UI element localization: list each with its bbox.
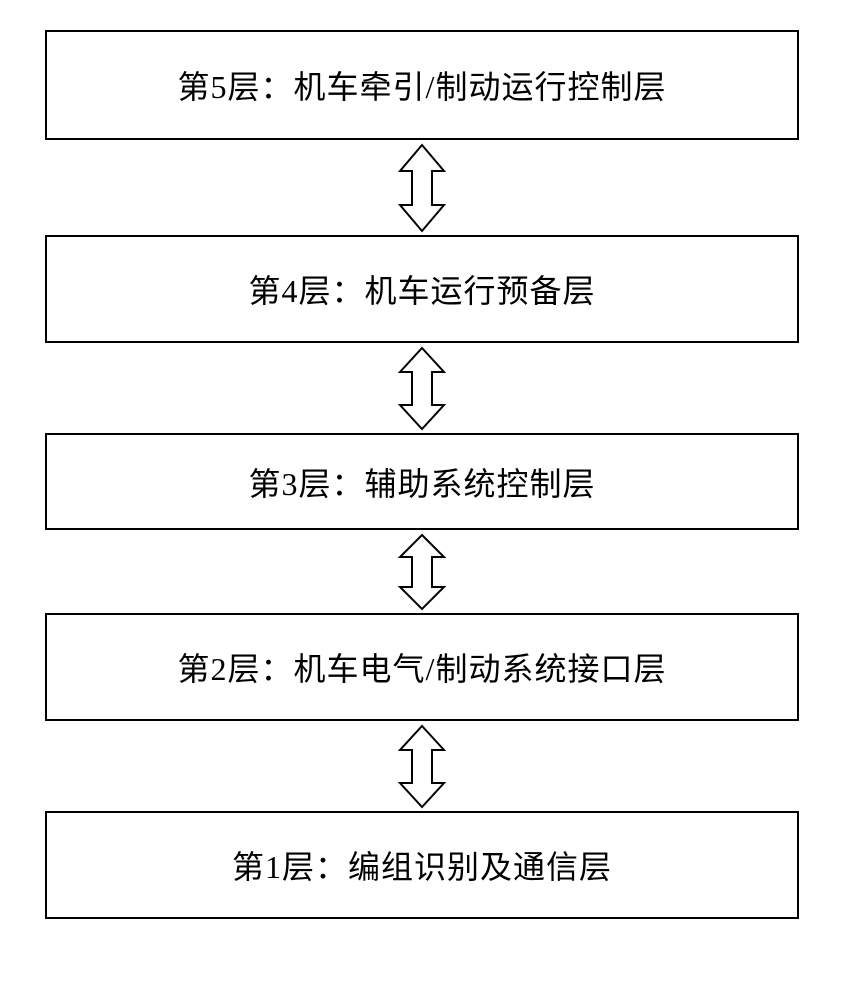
layer-5-text: 第5层：机车牵引/制动运行控制层 [178, 62, 667, 108]
layer-3-text: 第3层：辅助系统控制层 [248, 459, 595, 505]
arrow-container-3 [394, 530, 450, 613]
layer-3-box: 第3层：辅助系统控制层 [45, 433, 799, 530]
double-arrow-icon [394, 143, 450, 233]
layer-5-box: 第5层：机车牵引/制动运行控制层 [45, 30, 799, 140]
double-arrow-icon [394, 724, 450, 809]
double-arrow-icon [394, 346, 450, 431]
layer-1-text: 第1层：编组识别及通信层 [232, 842, 612, 888]
arrow-container-1 [394, 140, 450, 235]
arrow-container-2 [394, 343, 450, 433]
layer-1-box: 第1层：编组识别及通信层 [45, 811, 799, 919]
double-arrow-icon [394, 533, 450, 611]
layer-4-text: 第4层：机车运行预备层 [248, 266, 595, 312]
layer-4-box: 第4层：机车运行预备层 [45, 235, 799, 343]
layer-2-text: 第2层：机车电气/制动系统接口层 [178, 644, 667, 690]
layer-2-box: 第2层：机车电气/制动系统接口层 [45, 613, 799, 721]
arrow-container-4 [394, 721, 450, 811]
